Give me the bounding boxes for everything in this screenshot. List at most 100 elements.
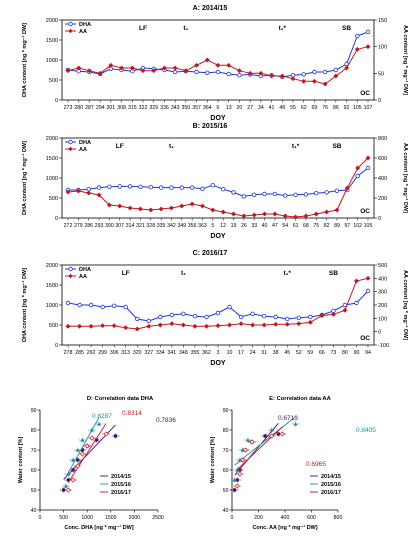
data-point bbox=[172, 69, 178, 75]
data-point bbox=[322, 81, 328, 87]
data-point bbox=[261, 211, 268, 217]
data-point bbox=[181, 311, 186, 316]
x-tick-label: 280 bbox=[74, 105, 83, 111]
x-tick-label: 26 bbox=[241, 223, 247, 229]
legend-marker bbox=[68, 21, 73, 27]
legend-label: 2016/17 bbox=[321, 490, 341, 496]
correlation-panel-2: E: Correlation data AA 40 50 60 70 80 90 0 200 40… bbox=[210, 396, 376, 531]
x-tick-label: 2000 bbox=[129, 515, 141, 521]
y2-tick-label: 100 bbox=[378, 316, 387, 322]
legend-label: 2015/16 bbox=[321, 482, 341, 488]
x-tick-label: 400 bbox=[281, 515, 290, 521]
data-point bbox=[258, 70, 264, 76]
x-tick-label: 292 bbox=[87, 350, 96, 356]
data-point bbox=[117, 203, 123, 209]
trend-line bbox=[234, 423, 279, 476]
x-tick-label: 600 bbox=[307, 515, 316, 521]
x-tick-label: 54 bbox=[282, 223, 288, 229]
x-tick-label: 300 bbox=[105, 223, 114, 229]
y-axis-label: DHA content [ng * mg⁻¹ DW] bbox=[21, 141, 28, 215]
data-point bbox=[189, 201, 195, 207]
data-point bbox=[296, 315, 301, 320]
data-point bbox=[134, 326, 140, 332]
data-point bbox=[140, 68, 146, 74]
corner-label: OC bbox=[360, 208, 370, 215]
phase-label: t₁ bbox=[183, 25, 188, 32]
data-point bbox=[200, 186, 205, 191]
x-tick-label: 343 bbox=[171, 105, 180, 111]
data-point bbox=[135, 316, 140, 322]
series-aa bbox=[65, 275, 371, 332]
legend-label: DHA bbox=[79, 140, 91, 146]
x-tick-label: 299 bbox=[98, 350, 107, 356]
data-point bbox=[205, 70, 210, 75]
data-point bbox=[66, 472, 71, 476]
data-point bbox=[279, 73, 285, 79]
data-point bbox=[146, 323, 152, 329]
y2-tick-label: 400 bbox=[378, 176, 387, 182]
x-tick-label: 1000 bbox=[81, 515, 93, 521]
correlation-annotation: 0.6965 bbox=[306, 461, 326, 468]
y-tick-label: 1500 bbox=[46, 38, 58, 44]
data-point bbox=[234, 483, 240, 489]
x-tick-label: 73 bbox=[330, 350, 336, 356]
data-point bbox=[324, 209, 330, 215]
y2-tick-label: 800 bbox=[378, 136, 387, 142]
x-tick-label: 355 bbox=[191, 350, 200, 356]
phase-label: SB bbox=[332, 143, 341, 150]
data-point bbox=[238, 321, 244, 327]
data-point bbox=[226, 322, 233, 328]
x-tick-label: 40 bbox=[262, 223, 268, 229]
data-point bbox=[236, 68, 242, 74]
data-point bbox=[249, 439, 255, 445]
data-point bbox=[324, 190, 329, 195]
x-tick-label: 341 bbox=[168, 350, 177, 356]
data-point bbox=[354, 46, 360, 52]
data-point bbox=[88, 302, 94, 308]
y-tick-label: 80 bbox=[31, 428, 37, 434]
y-tick-label: 90 bbox=[223, 408, 229, 414]
x-tick-label: 86 bbox=[333, 105, 339, 111]
panel-3: C: 2016/17 0 500 1000 1500 2000 -100 0 100 200 300… bbox=[21, 250, 409, 367]
y-axis-label: Water content [%] bbox=[18, 437, 24, 484]
data-point bbox=[365, 288, 371, 294]
data-point bbox=[75, 463, 81, 469]
x-tick-label: 33 bbox=[251, 223, 257, 229]
data-point bbox=[75, 448, 80, 452]
x-tick-label: 294 bbox=[96, 105, 105, 111]
data-point bbox=[65, 189, 71, 195]
correlation-annotation: 0.7836 bbox=[156, 417, 176, 424]
phase-label: t₁* bbox=[279, 25, 287, 32]
y-axis-label: Water content [%] bbox=[210, 437, 216, 484]
data-point bbox=[127, 184, 133, 189]
data-point bbox=[237, 72, 242, 78]
trend-line bbox=[234, 416, 296, 466]
y2-tick-label: 150 bbox=[378, 18, 387, 24]
data-point bbox=[194, 62, 200, 68]
series-2015-16 bbox=[61, 417, 103, 489]
data-point bbox=[111, 303, 117, 308]
data-point bbox=[355, 173, 360, 179]
y-tick-label: 80 bbox=[223, 428, 229, 434]
data-point bbox=[76, 65, 82, 71]
y2-tick-label: 300 bbox=[378, 290, 387, 296]
data-point bbox=[123, 304, 128, 310]
y-tick-label: 40 bbox=[223, 508, 229, 514]
y-tick-label: 0 bbox=[55, 216, 58, 222]
x-tick-label: 362 bbox=[202, 350, 211, 356]
data-point bbox=[117, 184, 122, 189]
data-point bbox=[344, 185, 350, 191]
x-tick-label: 17 bbox=[238, 350, 244, 356]
data-point bbox=[204, 57, 210, 63]
data-point bbox=[355, 165, 361, 171]
data-point bbox=[80, 448, 85, 452]
x-tick-label: 97 bbox=[344, 223, 350, 229]
data-point bbox=[226, 62, 232, 68]
data-point bbox=[272, 191, 278, 197]
y-tick-label: 1000 bbox=[46, 176, 58, 182]
x-tick-label: 61 bbox=[293, 223, 299, 229]
data-point bbox=[210, 207, 216, 213]
data-point bbox=[303, 192, 309, 197]
data-point bbox=[96, 185, 102, 190]
x-tick-label: 320 bbox=[133, 350, 142, 356]
